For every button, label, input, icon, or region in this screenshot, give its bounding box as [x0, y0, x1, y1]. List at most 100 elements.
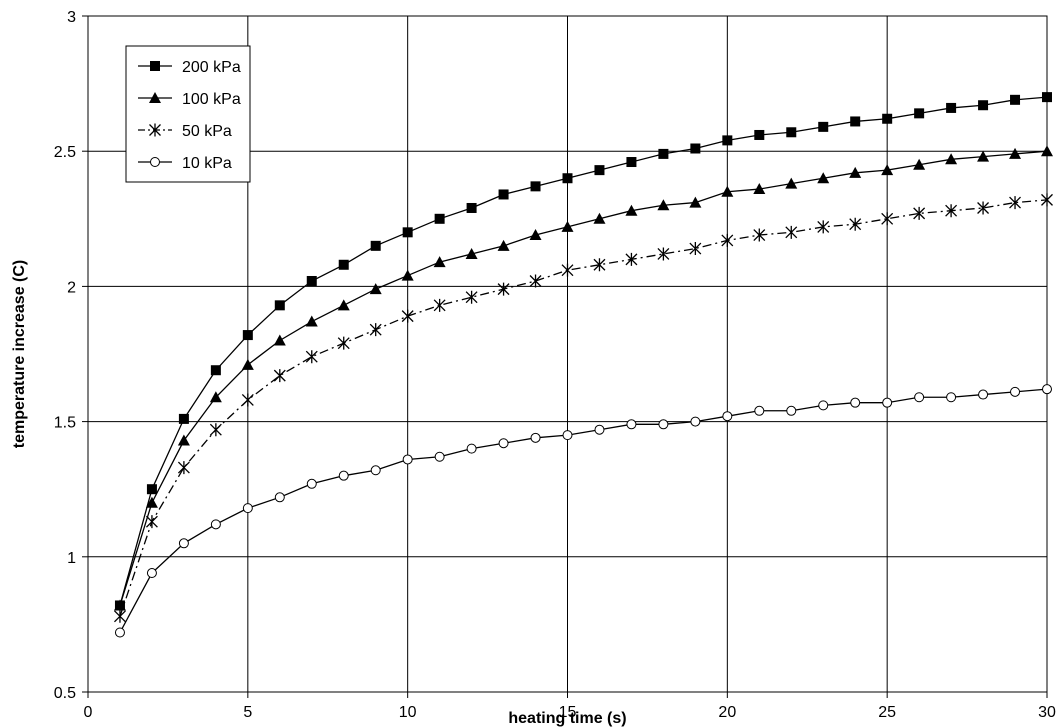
- data-point: [401, 309, 414, 323]
- data-point: [273, 334, 286, 346]
- data-point: [146, 484, 157, 495]
- data-point: [274, 300, 285, 311]
- data-point: [337, 336, 350, 350]
- data-point: [753, 228, 766, 242]
- data-point: [241, 393, 254, 407]
- x-tick-label: 5: [243, 704, 252, 721]
- data-point: [721, 185, 734, 197]
- data-point: [241, 358, 254, 370]
- data-point: [1042, 92, 1052, 103]
- data-point: [561, 263, 574, 277]
- data-point: [818, 400, 829, 411]
- data-point: [242, 503, 253, 514]
- x-axis: 0 5 10 15 20 25 30: [84, 692, 1056, 721]
- data-point: [913, 158, 926, 170]
- y-tick-label: 0.5: [54, 685, 76, 702]
- data-point: [530, 181, 541, 192]
- data-point: [401, 269, 414, 281]
- data-point: [273, 369, 286, 383]
- data-point: [433, 256, 446, 268]
- series-line: [119, 199, 1048, 617]
- data-point: [786, 127, 797, 138]
- data-point: [881, 212, 894, 226]
- legend-label: 100 kPa: [182, 91, 241, 108]
- data-point: [337, 299, 350, 311]
- data-point: [977, 201, 990, 215]
- data-point: [242, 330, 253, 341]
- data-point: [562, 430, 573, 441]
- data-point: [1041, 193, 1053, 207]
- data-point: [466, 443, 477, 454]
- data-point: [785, 177, 798, 189]
- data-point: [593, 212, 606, 224]
- data-point: [785, 225, 798, 239]
- x-axis-title: heating time (s): [508, 710, 626, 727]
- data-point: [209, 391, 222, 403]
- data-point: [178, 413, 189, 424]
- data-point: [626, 157, 637, 168]
- data-point: [658, 419, 669, 430]
- data-point: [145, 496, 158, 508]
- x-tick-label: 20: [718, 704, 736, 721]
- data-point: [914, 392, 925, 403]
- data-point: [562, 173, 573, 184]
- data-point: [850, 397, 861, 408]
- series-line: [119, 96, 1048, 606]
- data-point: [370, 240, 381, 251]
- legend-marker: [150, 157, 160, 167]
- data-point: [145, 515, 158, 529]
- data-point: [914, 108, 925, 119]
- data-point: [626, 419, 637, 430]
- data-point: [369, 283, 382, 295]
- legend-item: 50 kPa: [138, 123, 232, 140]
- data-point: [402, 454, 413, 465]
- data-point: [849, 166, 862, 178]
- data-point: [978, 389, 989, 400]
- data-point: [1042, 384, 1052, 395]
- data-point: [498, 438, 509, 449]
- data-point: [561, 220, 574, 232]
- x-tick-label: 30: [1038, 704, 1056, 721]
- legend-item: 200 kPa: [138, 59, 241, 76]
- data-point: [306, 478, 317, 489]
- data-point: [465, 247, 478, 259]
- data-point: [466, 202, 477, 213]
- data-point: [594, 424, 605, 435]
- data-point: [754, 129, 765, 140]
- data-point: [305, 315, 318, 327]
- data-point: [690, 143, 701, 154]
- data-point: [114, 627, 125, 638]
- data-point: [945, 204, 958, 218]
- series-50-kpa: [114, 193, 1053, 623]
- data-point: [274, 492, 285, 503]
- y-axis: 0.5 1 1.5 2 2.5 3: [54, 9, 88, 702]
- y-tick-label: 2: [67, 279, 76, 296]
- data-point: [146, 568, 157, 579]
- data-point: [497, 239, 510, 251]
- y-axis-title: temperature increase (C): [11, 260, 28, 449]
- data-point: [177, 434, 190, 446]
- data-point: [658, 148, 669, 159]
- data-point: [529, 229, 542, 241]
- series-line: [119, 388, 1048, 633]
- data-point: [946, 102, 957, 113]
- legend-marker: [150, 61, 160, 71]
- data-point: [497, 282, 510, 296]
- data-point: [1041, 145, 1053, 157]
- legend-marker: [149, 92, 161, 103]
- y-tick-label: 3: [67, 9, 76, 26]
- data-point: [593, 258, 606, 272]
- y-tick-label: 2.5: [54, 144, 76, 161]
- data-point: [786, 405, 797, 416]
- data-point: [306, 275, 317, 286]
- data-point: [369, 323, 382, 337]
- data-point: [370, 465, 381, 476]
- x-tick-label: 15: [559, 704, 577, 721]
- legend-item: 100 kPa: [138, 91, 241, 108]
- data-point: [338, 470, 349, 481]
- series-group: [113, 92, 1053, 638]
- data-point: [881, 164, 894, 176]
- data-point: [1009, 147, 1022, 159]
